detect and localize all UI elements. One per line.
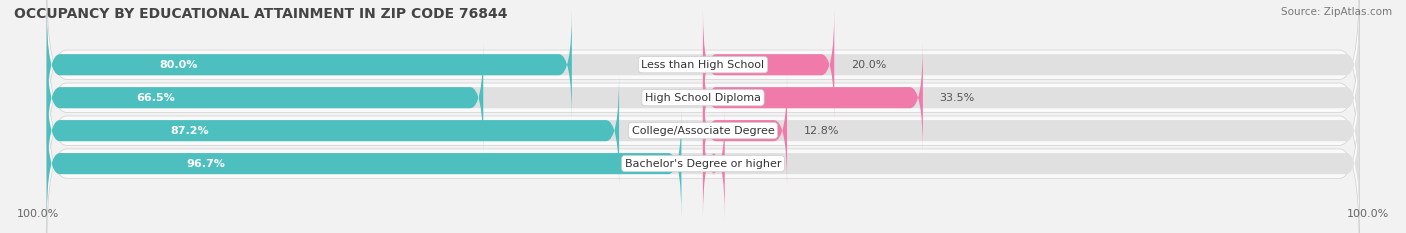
FancyBboxPatch shape — [46, 9, 1360, 120]
FancyBboxPatch shape — [703, 75, 787, 186]
FancyBboxPatch shape — [46, 75, 1360, 186]
FancyBboxPatch shape — [703, 108, 724, 219]
FancyBboxPatch shape — [46, 42, 484, 153]
FancyBboxPatch shape — [46, 0, 1360, 149]
FancyBboxPatch shape — [703, 42, 922, 153]
Text: 66.5%: 66.5% — [136, 93, 176, 103]
Text: College/Associate Degree: College/Associate Degree — [631, 126, 775, 136]
Text: 80.0%: 80.0% — [159, 60, 197, 70]
FancyBboxPatch shape — [46, 75, 619, 186]
FancyBboxPatch shape — [46, 14, 1360, 182]
Text: 96.7%: 96.7% — [186, 159, 225, 169]
FancyBboxPatch shape — [46, 108, 682, 219]
FancyBboxPatch shape — [46, 42, 1360, 153]
Text: High School Diploma: High School Diploma — [645, 93, 761, 103]
Text: Bachelor's Degree or higher: Bachelor's Degree or higher — [624, 159, 782, 169]
Text: 100.0%: 100.0% — [17, 209, 59, 219]
FancyBboxPatch shape — [46, 108, 1360, 219]
FancyBboxPatch shape — [703, 9, 834, 120]
Text: Less than High School: Less than High School — [641, 60, 765, 70]
Text: 20.0%: 20.0% — [851, 60, 886, 70]
Text: 12.8%: 12.8% — [803, 126, 839, 136]
FancyBboxPatch shape — [46, 46, 1360, 215]
Text: 100.0%: 100.0% — [1347, 209, 1389, 219]
Text: Source: ZipAtlas.com: Source: ZipAtlas.com — [1281, 7, 1392, 17]
FancyBboxPatch shape — [46, 79, 1360, 233]
Text: OCCUPANCY BY EDUCATIONAL ATTAINMENT IN ZIP CODE 76844: OCCUPANCY BY EDUCATIONAL ATTAINMENT IN Z… — [14, 7, 508, 21]
Text: 33.5%: 33.5% — [939, 93, 974, 103]
Text: 3.3%: 3.3% — [741, 159, 769, 169]
FancyBboxPatch shape — [46, 9, 572, 120]
Text: 87.2%: 87.2% — [170, 126, 209, 136]
